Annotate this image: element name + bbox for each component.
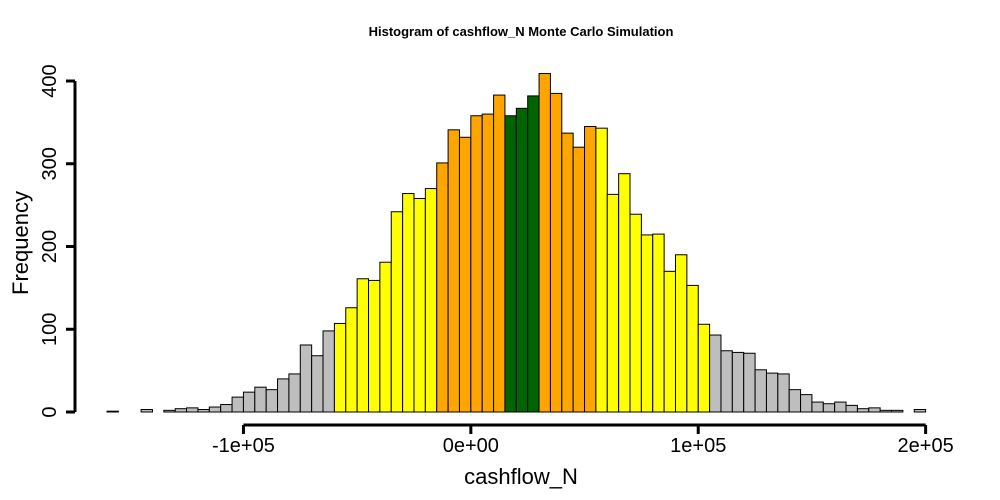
histogram-bar [800, 394, 813, 413]
histogram-bar [743, 352, 756, 413]
histogram-bar [868, 407, 881, 413]
histogram-bar [504, 115, 517, 413]
histogram-bar [458, 136, 472, 413]
histogram-bar [288, 373, 301, 413]
y-axis: 0 100 200 300 400 [39, 64, 77, 418]
histogram-bar [822, 403, 836, 413]
histogram-bar [765, 372, 779, 413]
histogram-bar [674, 254, 688, 413]
histogram-bar [561, 132, 574, 413]
histogram-bar [891, 409, 904, 413]
histogram-bar [220, 404, 233, 413]
histogram-bar [322, 330, 335, 413]
histogram-bar [845, 404, 858, 413]
y-tick-label: 200 [39, 230, 61, 263]
histogram-bar [106, 410, 119, 413]
histogram-bar [584, 126, 597, 413]
histogram-bar [788, 389, 802, 413]
histogram-bar [663, 270, 676, 413]
histogram-bar [515, 107, 529, 413]
histogram-bar [709, 334, 722, 413]
histogram-bar [640, 234, 654, 413]
chart-title: Histogram of cashflow_N Monte Carlo Simu… [369, 24, 674, 39]
histogram-bar [390, 211, 404, 413]
histogram-bar [731, 351, 745, 413]
x-tick-label: 0e+00 [443, 435, 499, 457]
histogram-bar [356, 278, 370, 413]
histogram-bar [549, 92, 563, 413]
histogram-bar [470, 115, 483, 413]
histogram-bar [197, 409, 210, 413]
x-tick-label: 1e+05 [670, 435, 726, 457]
histogram-bar [345, 307, 358, 413]
histogram-bar [629, 213, 642, 413]
histogram-bar [538, 73, 551, 413]
x-axis: -1e+05 0e+00 1e+05 2e+05 [212, 423, 954, 457]
histogram-bar [402, 193, 415, 413]
histogram-bar [686, 284, 699, 413]
histogram-bar [527, 95, 540, 413]
histogram-bar [720, 350, 733, 413]
histogram-bar [186, 407, 199, 413]
histogram-bar [913, 409, 927, 413]
histogram-bar [856, 408, 870, 413]
histogram-bar [231, 396, 244, 413]
histogram-bar [595, 127, 608, 413]
histogram-bar [572, 146, 586, 413]
histogram-bar [163, 409, 176, 413]
histogram-bar [834, 401, 847, 413]
histogram-bar [481, 113, 495, 413]
x-axis-label: cashflow_N [464, 464, 578, 489]
histogram-bar [208, 406, 222, 413]
histogram-bar [618, 173, 631, 413]
y-tick-label: 100 [39, 313, 61, 346]
histogram-bar [368, 279, 381, 413]
histogram-bar [606, 193, 620, 413]
histogram-bar [424, 188, 438, 413]
histogram-bar [242, 391, 256, 413]
histogram-bar [879, 409, 893, 413]
histogram-bar [413, 198, 426, 413]
histogram-bar [652, 233, 665, 413]
histogram-bar [754, 369, 767, 413]
histogram-bar [299, 344, 313, 413]
x-tick-label: -1e+05 [212, 435, 275, 457]
histogram-bar [811, 401, 824, 413]
histogram-bar [447, 129, 460, 413]
histogram-bar [379, 261, 392, 413]
histogram-bar [277, 378, 290, 413]
histogram-bar [436, 162, 449, 413]
histogram-bar [254, 386, 267, 413]
y-axis-label: Frequency [8, 191, 33, 295]
histogram-bar [333, 322, 347, 413]
histogram-bar [174, 408, 188, 413]
histogram-bar [697, 323, 711, 413]
bars-group [106, 73, 927, 413]
histogram-bar [140, 409, 153, 413]
histogram-bar [265, 389, 279, 413]
x-tick-label: 2e+05 [898, 435, 954, 457]
y-tick-label: 0 [39, 406, 61, 417]
y-tick-label: 400 [39, 64, 61, 97]
y-tick-label: 300 [39, 147, 61, 180]
histogram-bar [493, 94, 506, 413]
histogram-bar [311, 355, 324, 413]
histogram-bar [777, 373, 790, 413]
